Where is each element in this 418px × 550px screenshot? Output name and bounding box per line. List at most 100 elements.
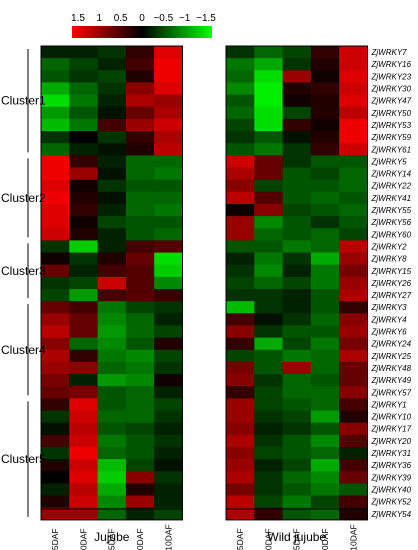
wild-jujube-cell — [282, 398, 312, 411]
wild-jujube-cell — [339, 46, 368, 59]
jujube-cell — [69, 398, 98, 411]
jujube-cell — [41, 143, 70, 156]
jujube-cell — [154, 46, 183, 59]
jujube-cell — [41, 337, 70, 351]
wild-jujube-cell — [282, 216, 312, 229]
color-scale-bar: 1.5 1 0.5 0 −0.5 −1 −1.5 — [71, 13, 216, 38]
gene-label: ZjWRKY59 — [371, 133, 412, 142]
jujube-cell — [97, 459, 127, 472]
jujube-cell — [69, 58, 98, 71]
jujube-cell — [154, 131, 183, 144]
gene-label: ZjWRKY40 — [371, 485, 412, 494]
jujube-cell — [154, 349, 183, 363]
jujube-cell — [69, 118, 98, 132]
wild-jujube-cell — [226, 276, 255, 290]
gene-label: ZjWRKY26 — [371, 279, 412, 288]
wild-jujube-cell — [226, 82, 255, 95]
wild-jujube-cell — [339, 58, 368, 71]
jujube-cell — [154, 507, 183, 521]
jujube-cell — [125, 252, 155, 266]
jujube-cell — [69, 264, 98, 278]
wild-jujube-cell — [339, 301, 368, 314]
wild-jujube-cell — [339, 240, 368, 253]
jujube-cell — [154, 398, 183, 411]
wild-jujube-column-label: 65DAF — [292, 528, 302, 550]
jujube-cell — [69, 203, 98, 217]
gene-label: ZjWRKY17 — [371, 425, 412, 434]
wild-jujube-cell — [310, 349, 340, 363]
jujube-cell — [97, 94, 127, 108]
wild-jujube-cell — [282, 422, 312, 436]
jujube-cell — [154, 167, 183, 181]
wild-jujube-cell — [339, 167, 368, 181]
wild-jujube-cell — [226, 203, 255, 217]
wild-jujube-cell — [310, 191, 340, 205]
wild-jujube-cell — [254, 118, 283, 132]
jujube-cell — [69, 106, 98, 120]
wild-jujube-cell — [226, 446, 255, 460]
gene-label: ZjWRKY31 — [371, 449, 412, 458]
color-scale-tick: 1 — [97, 13, 103, 24]
jujube-cell — [154, 289, 183, 302]
gene-label: ZjWRKY3 — [371, 303, 408, 312]
jujube-cell — [97, 337, 127, 351]
jujube-cell — [154, 106, 183, 120]
wild-jujube-cell — [310, 179, 340, 193]
wild-jujube-cell — [254, 446, 283, 460]
gene-label: ZjWRKY50 — [371, 109, 412, 118]
wild-jujube-cell — [254, 349, 283, 363]
wild-jujube-cell — [339, 434, 368, 448]
jujube-cell — [125, 191, 155, 205]
gene-label: ZjWRKY39 — [371, 473, 412, 482]
wild-jujube-cell — [282, 471, 312, 484]
jujube-cell — [154, 434, 183, 448]
jujube-cell — [97, 483, 127, 496]
jujube-cell — [125, 94, 155, 108]
wild-jujube-cell — [282, 483, 312, 496]
jujube-cell — [69, 446, 98, 460]
wild-jujube-cell — [226, 495, 255, 509]
wild-jujube-cell — [254, 301, 283, 314]
jujube-cell — [125, 106, 155, 120]
wild-jujube-column-label: 90DAF — [320, 528, 330, 550]
jujube-cell — [41, 94, 70, 108]
wild-jujube-cell — [310, 301, 340, 314]
jujube-cell — [125, 58, 155, 71]
jujube-cell — [69, 374, 98, 387]
jujube-cell — [154, 240, 183, 253]
wild-jujube-cell — [310, 167, 340, 181]
jujube-cell — [125, 361, 155, 375]
wild-jujube-cell — [310, 106, 340, 120]
jujube-cell — [41, 361, 70, 375]
wild-jujube-cell — [310, 471, 340, 484]
wild-jujube-cell — [226, 131, 255, 144]
wild-jujube-cell — [310, 446, 340, 460]
wild-jujube-cell — [339, 131, 368, 144]
jujube-cell — [125, 289, 155, 302]
gene-label: ZjWRKY48 — [371, 364, 412, 373]
wild-jujube-cell — [310, 434, 340, 448]
jujube-cell — [41, 191, 70, 205]
gene-label: ZjWRKY57 — [371, 388, 412, 397]
wild-jujube-cell — [282, 82, 312, 95]
jujube-cell — [41, 58, 70, 71]
wild-jujube-cell — [282, 361, 312, 375]
wild-jujube-cell — [310, 155, 340, 168]
jujube-cell — [125, 118, 155, 132]
jujube-cell — [125, 386, 155, 399]
jujube-cell — [154, 58, 183, 71]
jujube-cell — [125, 264, 155, 278]
jujube-cell — [97, 191, 127, 205]
wild-jujube-cell — [339, 82, 368, 95]
wild-jujube-cell — [254, 179, 283, 193]
wild-jujube-cell — [282, 228, 312, 241]
wild-jujube-cell — [226, 471, 255, 484]
jujube-cell — [97, 58, 127, 71]
color-scale-tick: −1.5 — [196, 13, 216, 24]
wild-jujube-cell — [310, 361, 340, 375]
jujube-cell — [97, 143, 127, 156]
wild-jujube-cell — [282, 446, 312, 460]
wild-jujube-cell — [254, 82, 283, 95]
jujube-cell — [69, 422, 98, 436]
